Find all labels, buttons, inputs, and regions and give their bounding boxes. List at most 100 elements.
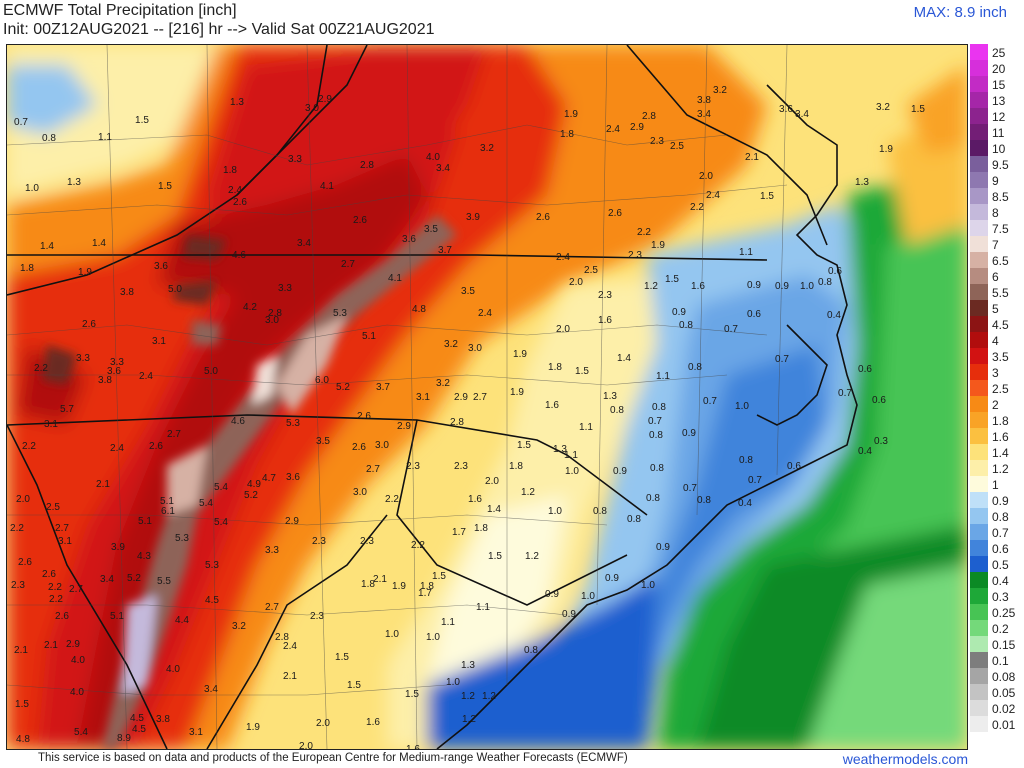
map-value-label: 4.0 bbox=[166, 664, 180, 675]
map-value-label: 3.8 bbox=[697, 95, 711, 106]
map-value-label: 3.0 bbox=[305, 103, 319, 114]
brand-link[interactable]: weathermodels.com bbox=[842, 751, 968, 767]
map-value-label: 1.1 bbox=[564, 450, 578, 461]
colorbar-label: 5 bbox=[992, 302, 999, 316]
colorbar-entry: 12 bbox=[968, 108, 1024, 124]
map-value-label: 2.6 bbox=[42, 569, 56, 580]
map-value-label: 1.9 bbox=[78, 267, 92, 278]
map-value-label: 1.5 bbox=[347, 680, 361, 691]
map-value-label: 0.8 bbox=[697, 495, 711, 506]
colorbar-label: 1.4 bbox=[992, 446, 1009, 460]
colorbar-label: 3.5 bbox=[992, 350, 1009, 364]
map-value-label: 3.3 bbox=[265, 545, 279, 556]
map-value-label: 1.5 bbox=[432, 571, 446, 582]
map-value-label: 2.9 bbox=[66, 639, 80, 650]
map-value-label: 1.0 bbox=[426, 632, 440, 643]
map-value-label: 5.3 bbox=[175, 533, 189, 544]
map-value-label: 1.3 bbox=[230, 97, 244, 108]
map-value-label: 2.4 bbox=[478, 308, 492, 319]
colorbar-label: 0.08 bbox=[992, 670, 1016, 684]
map-value-label: 3.2 bbox=[232, 621, 246, 632]
map-value-label: 1.3 bbox=[553, 444, 567, 455]
map-value-label: 3.2 bbox=[876, 102, 890, 113]
map-value-label: 1.8 bbox=[474, 523, 488, 534]
colorbar-entry: 1 bbox=[968, 476, 1024, 492]
map-value-label: 0.7 bbox=[703, 396, 717, 407]
map-value-label: 1.9 bbox=[879, 144, 893, 155]
map-value-label: 2.5 bbox=[584, 265, 598, 276]
colorbar-entry: 0.5 bbox=[968, 556, 1024, 572]
map-value-label: 4.2 bbox=[243, 302, 257, 313]
map-value-label: 6.0 bbox=[315, 375, 329, 386]
map-value-label: 0.7 bbox=[683, 483, 697, 494]
colorbar-label: 9 bbox=[992, 174, 999, 188]
colorbar-swatch bbox=[970, 620, 988, 636]
map-value-label: 2.0 bbox=[16, 494, 30, 505]
map-value-label: 1.0 bbox=[565, 466, 579, 477]
map-value-label: 3.9 bbox=[111, 542, 125, 553]
map-value-label: 1.1 bbox=[441, 617, 455, 628]
map-value-label: 2.7 bbox=[265, 602, 279, 613]
map-value-label: 2.3 bbox=[11, 580, 25, 591]
map-value-label: 1.9 bbox=[564, 109, 578, 120]
colorbar-entry: 6 bbox=[968, 268, 1024, 284]
map-value-label: 2.6 bbox=[233, 197, 247, 208]
colorbar-entry: 5 bbox=[968, 300, 1024, 316]
map-value-label: 6.1 bbox=[161, 506, 175, 517]
map-value-label: 0.6 bbox=[747, 309, 761, 320]
colorbar-entry: 7 bbox=[968, 236, 1024, 252]
colorbar-swatch bbox=[970, 236, 988, 252]
map-value-label: 2.3 bbox=[598, 290, 612, 301]
map-value-label: 4.3 bbox=[137, 551, 151, 562]
map-value-label: 4.8 bbox=[16, 734, 30, 745]
map-value-label: 2.9 bbox=[285, 516, 299, 527]
colorbar-swatch bbox=[970, 652, 988, 668]
map-value-label: 4.5 bbox=[132, 724, 146, 735]
map-value-label: 1.6 bbox=[468, 494, 482, 505]
colorbar-entry: 1.8 bbox=[968, 412, 1024, 428]
map-value-label: 3.2 bbox=[436, 378, 450, 389]
map-value-label: 1.1 bbox=[476, 602, 490, 613]
colorbar-entry: 0.05 bbox=[968, 684, 1024, 700]
map-value-label: 4.4 bbox=[175, 615, 189, 626]
map-title: ECMWF Total Precipitation [inch] bbox=[3, 2, 237, 19]
map-value-label: 2.6 bbox=[608, 208, 622, 219]
map-value-label: 0.9 bbox=[605, 573, 619, 584]
colorbar-entry: 6.5 bbox=[968, 252, 1024, 268]
map-value-label: 4.1 bbox=[388, 273, 402, 284]
colorbar-swatch bbox=[970, 60, 988, 76]
map-value-label: 1.3 bbox=[67, 177, 81, 188]
map-value-label: 0.7 bbox=[838, 388, 852, 399]
colorbar-label: 7 bbox=[992, 238, 999, 252]
map-value-label: 5.7 bbox=[60, 404, 74, 415]
map-value-label: 3.0 bbox=[265, 315, 279, 326]
colorbar-label: 7.5 bbox=[992, 222, 1009, 236]
colorbar-label: 9.5 bbox=[992, 158, 1009, 172]
colorbar-swatch bbox=[970, 172, 988, 188]
map-value-label: 2.4 bbox=[139, 371, 153, 382]
colorbar-entry: 10 bbox=[968, 140, 1024, 156]
map-value-label: 1.5 bbox=[760, 191, 774, 202]
colorbar-swatch bbox=[970, 460, 988, 476]
map-value-label: 1.4 bbox=[40, 241, 54, 252]
map-value-label: 1.8 bbox=[548, 362, 562, 373]
map-value-label: 3.2 bbox=[444, 339, 458, 350]
map-value-label: 5.3 bbox=[205, 560, 219, 571]
colorbar-label: 0.7 bbox=[992, 526, 1009, 540]
map-value-label: 0.8 bbox=[524, 645, 538, 656]
map-value-label: 1.0 bbox=[800, 281, 814, 292]
map-value-label: 1.2 bbox=[521, 487, 535, 498]
colorbar-swatch bbox=[970, 188, 988, 204]
map-value-label: 3.7 bbox=[438, 245, 452, 256]
colorbar-label: 0.3 bbox=[992, 590, 1009, 604]
map-value-label: 3.3 bbox=[278, 283, 292, 294]
colorbar-label: 20 bbox=[992, 62, 1006, 76]
colorbar-entry: 3.5 bbox=[968, 348, 1024, 364]
colorbar-swatch bbox=[970, 428, 988, 444]
colorbar-swatch bbox=[970, 556, 988, 572]
map-value-label: 2.0 bbox=[485, 476, 499, 487]
map-value-label: 2.6 bbox=[353, 215, 367, 226]
map-value-label: 3.1 bbox=[416, 392, 430, 403]
colorbar-entry: 5.5 bbox=[968, 284, 1024, 300]
map-value-label: 1.2 bbox=[482, 691, 496, 702]
